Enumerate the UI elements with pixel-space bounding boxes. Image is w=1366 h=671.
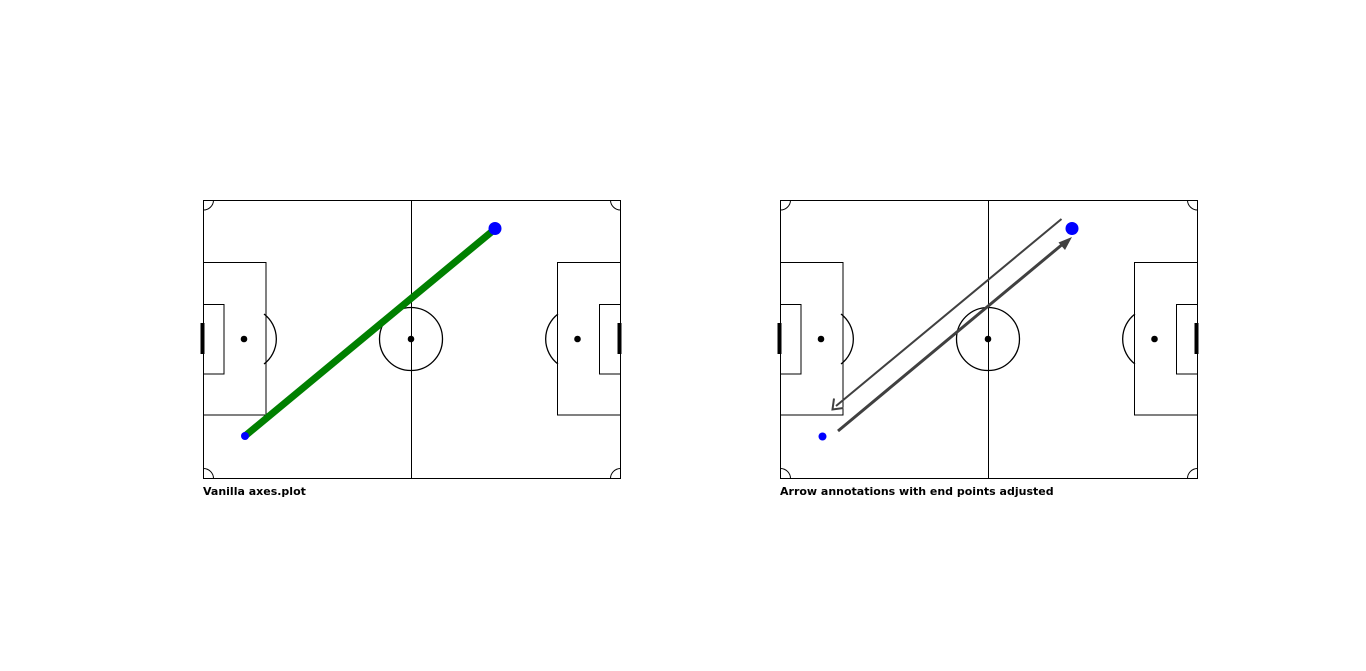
penalty-area-left: [203, 262, 267, 416]
centre-spot: [984, 335, 992, 343]
goal-right: [1194, 323, 1199, 354]
goal-area-right: [599, 304, 621, 375]
penalty-arc-left: [263, 313, 277, 365]
pitch-right: [777, 200, 1199, 479]
end-marker: [1065, 222, 1079, 235]
penalty-spot-right: [1151, 335, 1158, 343]
arrow-backward-head: [831, 398, 844, 411]
corner-arc-bottom-right: [1187, 468, 1198, 479]
penalty-area-right: [1134, 262, 1198, 416]
corner-arc-top-left: [203, 200, 214, 211]
centre-circle: [378, 306, 444, 372]
corner-arc-bottom-left: [780, 468, 791, 479]
penalty-area-right: [557, 262, 621, 416]
arrow-forward-shaft: [837, 241, 1065, 433]
penalty-area-left: [780, 262, 844, 416]
caption-right: Arrow annotations with end points adjust…: [780, 485, 1054, 498]
goal-left: [777, 323, 782, 354]
penalty-arc-left: [840, 313, 854, 365]
penalty-arc-right: [545, 313, 559, 365]
corner-arc-top-right: [1187, 200, 1198, 211]
pitch-left: [200, 200, 622, 479]
penalty-arc-right: [1122, 313, 1136, 365]
start-marker: [818, 432, 827, 441]
goal-right: [617, 323, 622, 354]
goal-area-right: [1176, 304, 1198, 375]
corner-arc-bottom-right: [610, 468, 621, 479]
goal-left: [200, 323, 205, 354]
goal-area-left: [203, 304, 225, 375]
caption-left: Vanilla axes.plot: [203, 485, 306, 498]
arrow-forward: [837, 237, 1072, 433]
start-marker: [241, 432, 249, 440]
penalty-spot-left: [240, 335, 248, 343]
corner-arc-top-right: [610, 200, 621, 211]
centre-spot: [407, 335, 415, 343]
end-marker: [488, 222, 502, 235]
arrow-forward-head: [1058, 237, 1072, 250]
arrow-backward: [831, 218, 1063, 411]
penalty-spot-right: [574, 335, 581, 343]
corner-arc-top-left: [780, 200, 791, 211]
corner-arc-bottom-left: [203, 468, 214, 479]
pass-line: [242, 226, 498, 439]
arrow-backward-shaft: [835, 218, 1063, 407]
penalty-spot-left: [817, 335, 825, 343]
goal-area-left: [780, 304, 802, 375]
